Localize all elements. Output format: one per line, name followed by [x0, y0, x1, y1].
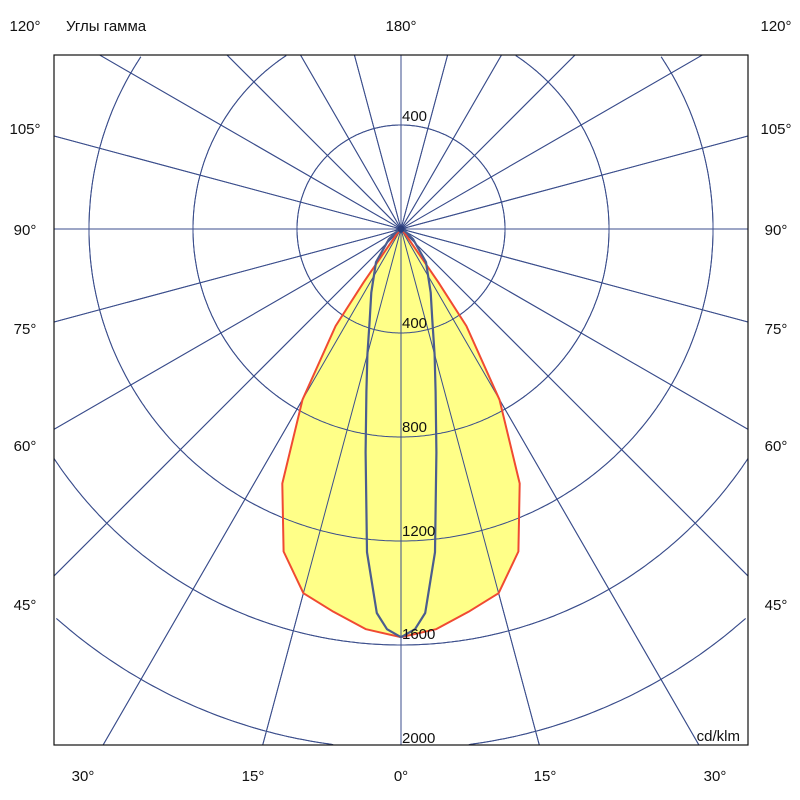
polar-grid-overlay	[54, 55, 748, 745]
spoke-105	[400, 135, 748, 230]
labels: Углы гамма 180° cd/klm 400 400 800 1200 1600…	[9, 18, 791, 785]
left-angle-label: 45°	[14, 597, 37, 614]
left-angle-label: 105°	[9, 121, 40, 138]
right-angle-label: 75°	[765, 321, 788, 338]
bottom-angle-label: 0°	[394, 768, 408, 785]
spoke-15	[400, 228, 540, 745]
spoke-60	[400, 228, 748, 430]
left-angle-label: 75°	[14, 321, 37, 338]
ring-label-1600: 1600	[402, 626, 435, 643]
left-angle-label: 120°	[9, 18, 40, 35]
center-point	[397, 225, 405, 233]
right-angle-label: 120°	[760, 18, 791, 35]
unit-label: cd/klm	[697, 728, 740, 745]
ring-1200	[88, 56, 714, 542]
ring-1600	[54, 458, 748, 646]
right-angle-label: 105°	[760, 121, 791, 138]
ring-label-2000: 2000	[402, 730, 435, 747]
spoke-195	[353, 55, 402, 230]
spoke-285	[54, 228, 402, 323]
spoke-165	[400, 55, 449, 230]
plot-frame	[53, 54, 749, 746]
ring-2000	[56, 618, 746, 745]
bottom-angle-label: 30°	[72, 768, 95, 785]
bottom-angle-label: 30°	[704, 768, 727, 785]
curves	[54, 55, 748, 745]
left-angle-label: 90°	[14, 222, 37, 239]
chart-title: Углы гамма	[66, 18, 147, 35]
spoke-45	[400, 228, 748, 577]
spoke-150	[400, 55, 502, 230]
ring-label-400: 400	[402, 315, 427, 332]
bottom-angle-label: 15°	[242, 768, 265, 785]
ring-label-400: 400	[402, 108, 427, 125]
spoke-75	[400, 228, 748, 323]
ring-800	[192, 55, 610, 438]
spoke-135	[400, 55, 576, 230]
right-angle-label: 90°	[765, 222, 788, 239]
spoke-240	[99, 55, 402, 230]
spoke-330	[102, 228, 402, 745]
right-angle-label: 45°	[765, 597, 788, 614]
right-angle-label: 60°	[765, 438, 788, 455]
top-angle-label: 180°	[385, 18, 416, 35]
ring-label-1200: 1200	[402, 523, 435, 540]
left-angle-label: 60°	[14, 438, 37, 455]
spoke-300	[54, 228, 402, 430]
spoke-210	[300, 55, 402, 230]
bottom-angle-label: 15°	[534, 768, 557, 785]
spoke-30	[400, 228, 700, 745]
ring-label-800: 800	[402, 419, 427, 436]
spoke-345	[262, 228, 402, 745]
spoke-120	[400, 55, 703, 230]
spoke-225	[226, 55, 402, 230]
spoke-315	[54, 228, 402, 577]
spoke-255	[54, 135, 402, 230]
